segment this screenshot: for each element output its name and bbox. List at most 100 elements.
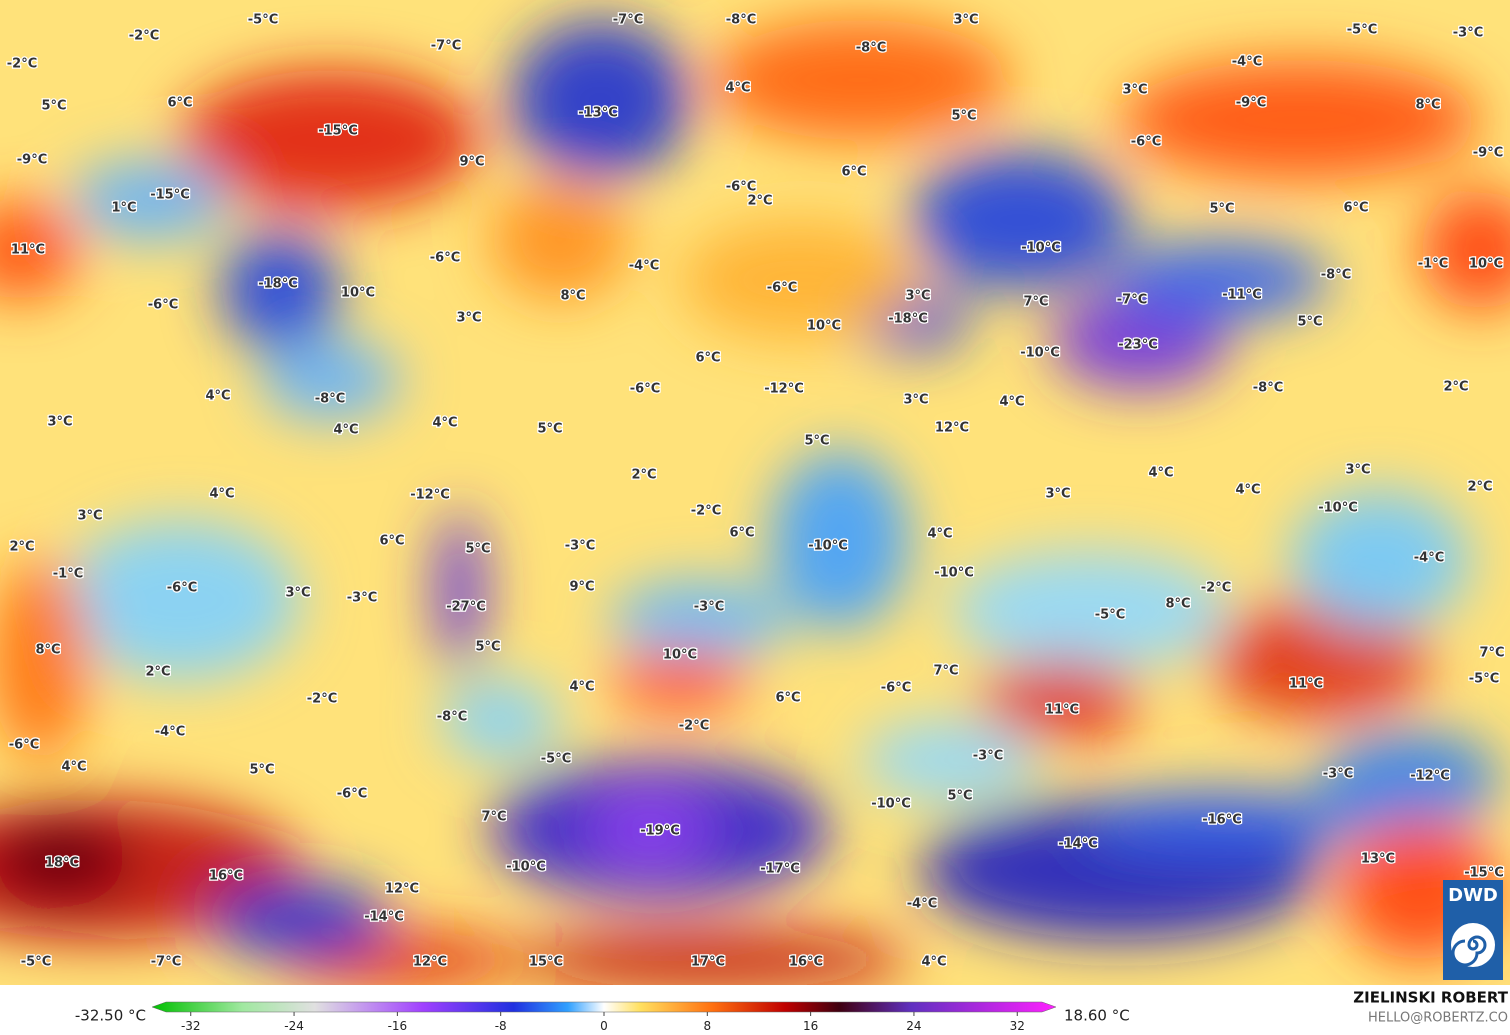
temperature-label: -10°C xyxy=(1020,346,1060,361)
color-field xyxy=(1080,790,1380,850)
temperature-label: -10°C xyxy=(934,566,974,581)
temperature-label: -12°C xyxy=(410,488,450,503)
temperature-label: 16°C xyxy=(789,955,823,970)
color-field xyxy=(510,20,690,180)
temperature-label: 3°C xyxy=(285,586,310,601)
temperature-label: -10°C xyxy=(1021,241,1061,256)
temperature-label: -6°C xyxy=(881,681,911,696)
temperature-label: 4°C xyxy=(1235,483,1260,498)
temperature-label: -2°C xyxy=(691,504,721,519)
temperature-label: -2°C xyxy=(129,29,159,44)
temperature-label: 7°C xyxy=(481,810,506,825)
temperature-label: -14°C xyxy=(1058,837,1098,852)
temperature-label: -13°C xyxy=(578,106,618,121)
temperature-label: -2°C xyxy=(7,57,37,72)
temperature-label: 4°C xyxy=(569,680,594,695)
temperature-label: 7°C xyxy=(1479,646,1504,661)
temperature-label: -6°C xyxy=(9,738,39,753)
color-field xyxy=(980,660,1140,740)
temperature-label: -3°C xyxy=(1323,767,1353,782)
color-field xyxy=(70,160,230,240)
temperature-label: 12°C xyxy=(935,421,969,436)
temperature-label: 2°C xyxy=(1467,480,1492,495)
temperature-label: -4°C xyxy=(1414,551,1444,566)
temperature-label: 10°C xyxy=(341,286,375,301)
temperature-label: 5°C xyxy=(475,640,500,655)
temperature-label: -7°C xyxy=(151,955,181,970)
color-field xyxy=(0,200,80,300)
temperature-label: -27°C xyxy=(446,600,486,615)
colorbar-tick-label: -16 xyxy=(388,1019,408,1033)
temperature-label: 7°C xyxy=(933,664,958,679)
temperature-label: -7°C xyxy=(431,39,461,54)
temperature-label: -7°C xyxy=(1117,293,1147,308)
temperature-label: 3°C xyxy=(1345,463,1370,478)
temperature-label: -5°C xyxy=(248,13,278,28)
temperature-label: 2°C xyxy=(747,194,772,209)
temperature-label: -18°C xyxy=(888,312,928,327)
temperature-label: -8°C xyxy=(1321,268,1351,283)
temperature-label: 10°C xyxy=(1469,257,1503,272)
temperature-label: -12°C xyxy=(764,382,804,397)
temperature-label: 5°C xyxy=(1209,202,1234,217)
color-field xyxy=(1320,730,1500,830)
color-field xyxy=(220,230,340,350)
temperature-label: -10°C xyxy=(1318,501,1358,516)
temperature-label: -10°C xyxy=(808,539,848,554)
temperature-label: 3°C xyxy=(77,509,102,524)
color-field xyxy=(950,550,1230,670)
temperature-label: -9°C xyxy=(17,153,47,168)
temperature-label: -4°C xyxy=(907,897,937,912)
temperature-label: -5°C xyxy=(541,752,571,767)
temperature-label: -5°C xyxy=(21,955,51,970)
temperature-label: 4°C xyxy=(921,955,946,970)
logo-circle xyxy=(1451,923,1495,967)
logo-swirl xyxy=(1451,935,1487,967)
temperature-label: -10°C xyxy=(871,797,911,812)
temperature-label: -2°C xyxy=(679,719,709,734)
map: -5°C -7°C -8°C 3°C -5°C -3°C -2°C -7°C -8°C -2°C -… xyxy=(0,0,1510,985)
temperature-label: 3°C xyxy=(47,415,72,430)
temperature-label: -8°C xyxy=(1253,381,1283,396)
temperature-label: 6°C xyxy=(729,526,754,541)
temperature-label: 13°C xyxy=(1361,852,1395,867)
color-field xyxy=(610,650,750,710)
dwd-logo: DWD xyxy=(1443,880,1503,980)
temperature-label: 2°C xyxy=(1443,380,1468,395)
temperature-label: 4°C xyxy=(432,416,457,431)
temperature-label: 4°C xyxy=(209,487,234,502)
temperature-label: -6°C xyxy=(1131,135,1161,150)
temperature-label: -5°C xyxy=(1469,672,1499,687)
temperature-label: -4°C xyxy=(155,725,185,740)
temperature-label: -3°C xyxy=(565,539,595,554)
temperature-label: -6°C xyxy=(630,382,660,397)
temperature-label: -3°C xyxy=(973,749,1003,764)
colorbar: -32.50 °C 18.60 °C -32 -24 -16 -8 0 8 16 24 32 xyxy=(75,1001,1130,1033)
temperature-label: -1°C xyxy=(53,567,83,582)
temperature-label: 5°C xyxy=(41,99,66,114)
temperature-label: -3°C xyxy=(347,591,377,606)
temperature-label: -3°C xyxy=(1453,26,1483,41)
temperature-label: 4°C xyxy=(205,389,230,404)
color-field xyxy=(1420,190,1510,310)
temperature-label: 6°C xyxy=(775,691,800,706)
temperature-label: -9°C xyxy=(1236,96,1266,111)
temperature-label: -4°C xyxy=(1232,55,1262,70)
temperature-label: -2°C xyxy=(307,692,337,707)
temperature-label: 4°C xyxy=(927,527,952,542)
temperature-label: 5°C xyxy=(537,422,562,437)
temperature-label: 16°C xyxy=(209,869,243,884)
temperature-label: -5°C xyxy=(1095,608,1125,623)
color-field xyxy=(440,680,560,760)
temperature-label: 12°C xyxy=(413,955,447,970)
temperature-label: 8°C xyxy=(35,643,60,658)
temperature-label: 4°C xyxy=(1148,466,1173,481)
temperature-label: 4°C xyxy=(999,395,1024,410)
color-field xyxy=(910,150,1130,290)
temperature-label: 6°C xyxy=(379,534,404,549)
temperature-label: 5°C xyxy=(951,109,976,124)
temperature-label: 6°C xyxy=(695,351,720,366)
temperature-label: -3°C xyxy=(694,600,724,615)
temperature-label: 2°C xyxy=(631,468,656,483)
temperature-label: 8°C xyxy=(1165,597,1190,612)
